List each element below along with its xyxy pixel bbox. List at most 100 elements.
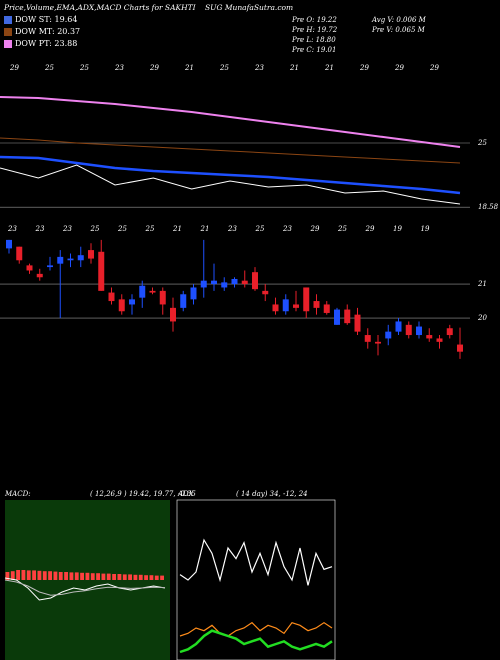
macd-bar [117, 574, 122, 580]
site: SUG MunafaSutra.com [205, 3, 293, 12]
macd-bar [10, 571, 15, 580]
macd-line [4, 577, 166, 601]
macd-bar [26, 570, 31, 580]
stat: Pre L: 18.80 [291, 36, 336, 44]
candle-body [323, 304, 330, 313]
stat: Avg V: 0.006 M [371, 16, 427, 24]
y-tick-label: 25 [477, 139, 487, 147]
macd-title: MACD: [4, 490, 31, 498]
candle-body [67, 258, 74, 261]
macd-bar [138, 574, 143, 580]
candle-body [139, 285, 146, 298]
stat: Pre O: 19.22 [291, 16, 337, 24]
candle-body [16, 246, 23, 261]
candle-body [129, 299, 135, 305]
candle-body [77, 255, 84, 261]
legend-label: DOW ST: 19.64 [15, 15, 77, 24]
x-label: 25 [337, 225, 347, 233]
candle-body [395, 321, 402, 332]
x-label: 29 [310, 225, 320, 233]
adx-line [179, 538, 333, 586]
x-label: 23 [114, 64, 124, 72]
x-label: 25 [145, 225, 155, 233]
candle-body [252, 272, 258, 290]
x-label: 25 [255, 225, 265, 233]
macd-bar [90, 573, 95, 580]
candle-body [282, 299, 289, 312]
adx-line [179, 629, 333, 654]
candle-body [416, 326, 422, 336]
macd-bar [74, 572, 79, 580]
x-label: 29 [149, 64, 159, 72]
x-label: 23 [35, 225, 45, 233]
macd-bar [85, 572, 90, 580]
macd-bar [42, 571, 47, 580]
x-label: 23 [254, 64, 264, 72]
candle-body [190, 287, 197, 300]
candle-body [446, 328, 453, 336]
candle-body [221, 282, 228, 288]
candle-body [47, 265, 53, 268]
x-label: 21 [172, 225, 182, 233]
adx-params: ( 14 day) 34, -12, 24 [236, 490, 308, 498]
y-tick-label: 18.58 [478, 203, 499, 211]
x-label: 23 [62, 225, 72, 233]
adx-title: ADX [177, 490, 195, 498]
macd-bar [112, 574, 116, 580]
macd-params: ( 12,26,9 ) 19.42, 19.77, -0.35 [90, 490, 196, 498]
legend-label: DOW PT: 23.88 [15, 39, 77, 48]
macd-bar [96, 573, 100, 580]
x-label: 25 [44, 64, 54, 72]
ema-line [0, 137, 461, 164]
candle-body [436, 338, 443, 342]
macd-bar [53, 571, 58, 580]
candle-body [6, 239, 12, 249]
macd-bar [37, 570, 42, 580]
macd-bar [128, 574, 132, 580]
candle-body [149, 290, 156, 293]
candle-body [334, 309, 340, 325]
candle-body [344, 309, 351, 324]
stat: Pre H: 19.72 [291, 26, 338, 34]
candle-body [364, 335, 371, 342]
x-label: 29 [365, 225, 375, 233]
macd-bar [64, 572, 68, 580]
legend-swatch [4, 16, 12, 24]
x-label: 23 [7, 225, 17, 233]
stat: Pre C: 19.01 [291, 46, 336, 54]
candle-body [313, 301, 320, 308]
candle-body [88, 250, 94, 259]
x-label: 29 [9, 64, 19, 72]
x-label: 29 [394, 64, 404, 72]
title: Price,Volume,EMA,ADX,MACD Charts for SAK… [3, 3, 197, 12]
candle-body [57, 256, 64, 264]
candle-body [159, 290, 166, 305]
candle-body [375, 341, 381, 344]
x-label: 21 [324, 64, 334, 72]
x-label: 19 [393, 225, 402, 233]
candle-body [200, 280, 207, 288]
macd-bar [80, 572, 84, 580]
stat: Pre V: 0.065 M [371, 26, 426, 34]
macd-bar [101, 573, 106, 580]
ema-line [0, 164, 461, 205]
macd-bar [122, 574, 127, 580]
candle-body [118, 299, 125, 312]
macd-bar [5, 572, 10, 580]
adx-panel [176, 499, 336, 660]
ema-line [0, 96, 461, 148]
macd-bar [133, 574, 138, 580]
macd-bar [160, 575, 164, 580]
macd-bar [32, 570, 36, 580]
adx-line [179, 621, 333, 637]
macd-bar [48, 571, 52, 580]
x-label: 29 [359, 64, 369, 72]
candle-body [385, 331, 392, 339]
x-label: 23 [227, 225, 237, 233]
macd-line [4, 579, 166, 596]
macd-bar [21, 570, 26, 580]
y-tick-label: 20 [477, 314, 487, 322]
candle-body [303, 287, 310, 312]
macd-bar [16, 570, 20, 580]
